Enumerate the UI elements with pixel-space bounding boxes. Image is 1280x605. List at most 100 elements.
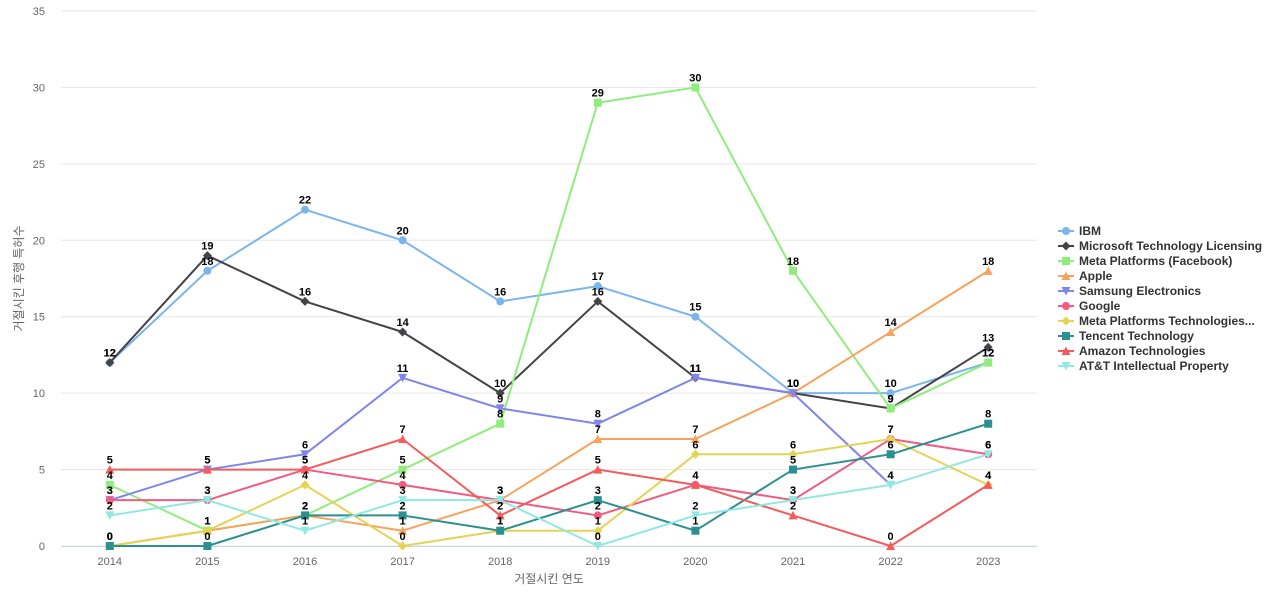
data-label: 18 bbox=[982, 256, 994, 268]
data-label: 11 bbox=[690, 363, 702, 375]
legend-item-tencent-technology[interactable]: Tencent Technology bbox=[1058, 329, 1194, 343]
data-label: 13 bbox=[982, 332, 994, 344]
y-tick-label: 0 bbox=[39, 541, 45, 553]
data-point bbox=[495, 404, 505, 413]
data-point bbox=[593, 511, 602, 520]
y-axis-title: 거절시킨 후행 특허수 bbox=[11, 225, 26, 331]
x-tick-label: 2019 bbox=[586, 556, 610, 568]
data-point bbox=[398, 496, 408, 505]
data-point bbox=[886, 480, 896, 490]
data-point bbox=[593, 419, 603, 429]
data-label: 2 bbox=[107, 500, 113, 512]
data-point bbox=[105, 542, 114, 550]
data-label: 6 bbox=[888, 439, 894, 451]
legend-item-google[interactable]: Google bbox=[1058, 299, 1121, 313]
data-label: 2 bbox=[790, 500, 796, 512]
data-label: 9 bbox=[497, 393, 503, 405]
data-label: 7 bbox=[400, 424, 406, 436]
series-at-t-intellectual-property bbox=[105, 450, 993, 551]
x-tick-label: 2017 bbox=[390, 556, 414, 568]
data-point bbox=[593, 526, 603, 536]
data-label: 9 bbox=[888, 393, 894, 405]
data-point bbox=[495, 388, 505, 398]
legend-marker bbox=[1062, 257, 1070, 265]
data-point bbox=[496, 297, 505, 306]
legend-label: Meta Platforms Technologies... bbox=[1079, 314, 1255, 328]
data-label: 4 bbox=[107, 470, 114, 482]
data-label: 7 bbox=[888, 424, 894, 436]
legend-label: Microsoft Technology Licensing bbox=[1079, 239, 1262, 253]
data-point bbox=[202, 465, 212, 474]
data-label: 5 bbox=[302, 455, 308, 467]
data-label: 5 bbox=[790, 455, 796, 467]
data-label: 4 bbox=[400, 470, 407, 482]
data-label: 1 bbox=[204, 516, 210, 528]
x-tick-label: 2015 bbox=[195, 556, 219, 568]
data-label: 5 bbox=[204, 455, 210, 467]
data-label: 18 bbox=[201, 256, 213, 268]
data-label: 12 bbox=[104, 348, 116, 360]
data-point bbox=[398, 480, 407, 489]
legend-marker bbox=[1061, 271, 1071, 280]
data-point bbox=[593, 282, 602, 291]
data-label: 3 bbox=[204, 485, 210, 497]
series-google bbox=[105, 435, 993, 520]
data-label: 5 bbox=[204, 455, 210, 467]
data-label: 0 bbox=[107, 531, 113, 543]
data-point bbox=[691, 526, 700, 535]
data-point bbox=[886, 434, 896, 444]
data-label: 1 bbox=[204, 516, 210, 528]
data-point bbox=[788, 389, 798, 398]
data-point bbox=[105, 480, 114, 489]
series-microsoft-technology-licensing bbox=[105, 251, 993, 413]
data-label: 0 bbox=[400, 531, 406, 543]
data-label: 1 bbox=[595, 516, 601, 528]
data-label: 10 bbox=[787, 378, 799, 390]
y-tick-label: 10 bbox=[33, 388, 45, 400]
x-tick-label: 2020 bbox=[683, 556, 707, 568]
data-label: 8 bbox=[985, 409, 991, 421]
data-point bbox=[495, 510, 505, 520]
data-label: 2 bbox=[302, 500, 308, 512]
data-point bbox=[983, 266, 993, 275]
data-point bbox=[690, 434, 700, 443]
data-point bbox=[690, 480, 700, 489]
legend-item-apple[interactable]: Apple bbox=[1058, 269, 1113, 283]
data-label: 3 bbox=[107, 485, 113, 497]
legend-item-microsoft-technology-licensing[interactable]: Microsoft Technology Licensing bbox=[1058, 239, 1262, 253]
data-label: 8 bbox=[497, 409, 503, 421]
data-label: 3 bbox=[497, 485, 503, 497]
data-point bbox=[300, 526, 310, 536]
data-point bbox=[886, 327, 896, 336]
legend-item-amazon-technologies[interactable]: Amazon Technologies bbox=[1058, 344, 1206, 358]
data-label: 3 bbox=[595, 485, 601, 497]
data-label: 6 bbox=[692, 439, 698, 451]
legend-item-samsung-electronics[interactable]: Samsung Electronics bbox=[1058, 284, 1201, 298]
x-tick-label: 2018 bbox=[488, 556, 512, 568]
data-point bbox=[789, 266, 797, 275]
legend-item-ibm[interactable]: IBM bbox=[1058, 224, 1101, 238]
data-label: 3 bbox=[400, 485, 406, 497]
legend-item-at-t-intellectual-property[interactable]: AT&T Intellectual Property bbox=[1058, 359, 1229, 373]
data-point bbox=[301, 205, 309, 214]
x-axis-ticks: 2014 2015 2016 2017 2018 2019 2020 2021 2022 2023 bbox=[98, 556, 1001, 568]
data-label: 14 bbox=[884, 317, 897, 329]
legend-label: IBM bbox=[1079, 224, 1101, 238]
data-point bbox=[398, 373, 408, 383]
x-tick-label: 2023 bbox=[976, 556, 1000, 568]
data-label: 1 bbox=[692, 516, 698, 528]
data-label: 7 bbox=[595, 424, 601, 436]
data-point bbox=[300, 296, 310, 306]
series-layer bbox=[105, 83, 993, 551]
data-point bbox=[202, 526, 212, 536]
data-label: 15 bbox=[689, 302, 701, 314]
data-label: 0 bbox=[107, 531, 113, 543]
legend-item-meta-platforms-technologies[interactable]: Meta Platforms Technologies... bbox=[1058, 314, 1255, 328]
data-point bbox=[690, 511, 700, 520]
x-tick-label: 2014 bbox=[98, 556, 122, 568]
legend-marker bbox=[1061, 346, 1071, 355]
legend-item-meta-platforms-facebook[interactable]: Meta Platforms (Facebook) bbox=[1058, 254, 1232, 268]
series-amazon-technologies bbox=[105, 434, 993, 550]
